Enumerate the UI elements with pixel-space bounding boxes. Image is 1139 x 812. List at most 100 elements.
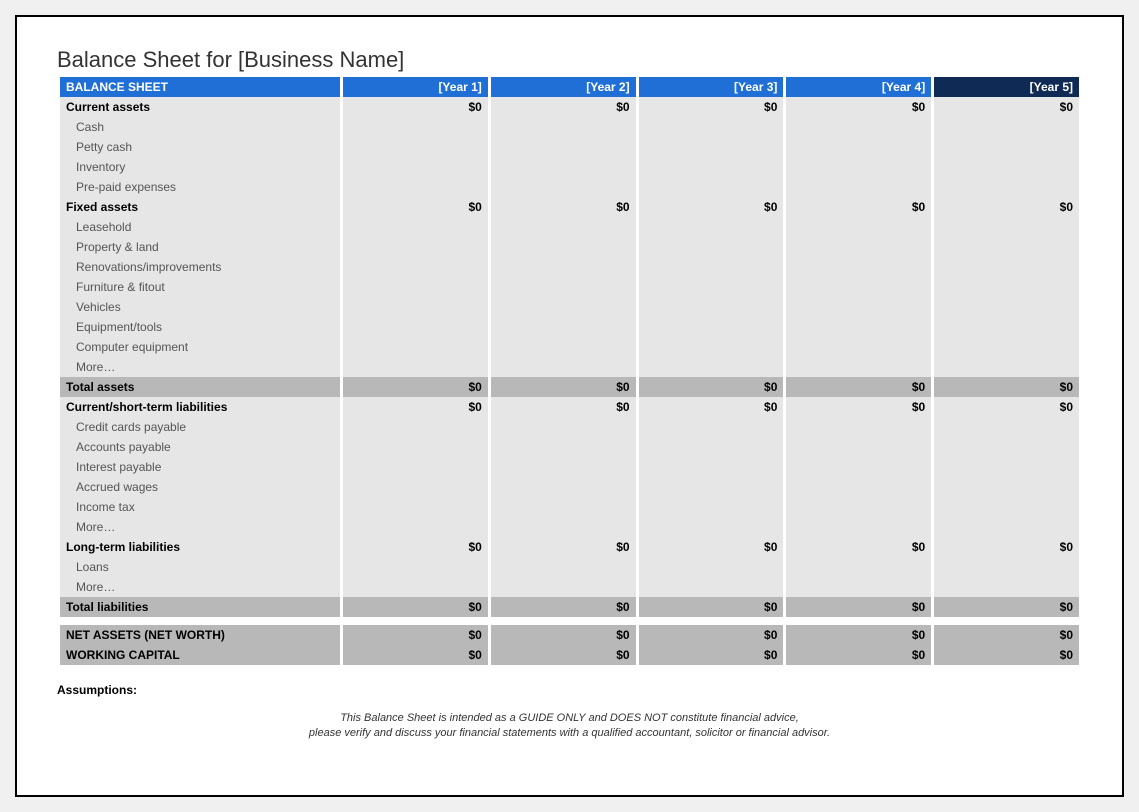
row-label: Long-term liabilities (60, 537, 340, 557)
row-value (491, 577, 636, 597)
row-label: Accounts payable (60, 437, 340, 457)
table-row: Renovations/improvements (60, 257, 1079, 277)
row-label: Credit cards payable (60, 417, 340, 437)
row-value (786, 497, 931, 517)
row-value (786, 117, 931, 137)
row-value (786, 357, 931, 377)
table-row: Property & land (60, 237, 1079, 257)
row-value (491, 557, 636, 577)
row-value (491, 497, 636, 517)
row-value (639, 437, 784, 457)
row-value (934, 177, 1079, 197)
row-value: $0 (343, 537, 488, 557)
row-label: NET ASSETS (NET WORTH) (60, 625, 340, 645)
row-value (934, 297, 1079, 317)
row-value (934, 157, 1079, 177)
table-row: Computer equipment (60, 337, 1079, 357)
row-value (491, 417, 636, 437)
row-value (639, 257, 784, 277)
row-value (934, 517, 1079, 537)
row-label: Interest payable (60, 457, 340, 477)
row-value (491, 457, 636, 477)
row-value: $0 (786, 197, 931, 217)
row-value (639, 357, 784, 377)
row-value: $0 (491, 625, 636, 645)
row-value (786, 217, 931, 237)
row-value (491, 117, 636, 137)
row-value (343, 357, 488, 377)
row-value: $0 (639, 197, 784, 217)
row-value (934, 317, 1079, 337)
row-value (786, 517, 931, 537)
row-label: Furniture & fitout (60, 277, 340, 297)
row-value (491, 337, 636, 357)
row-value (639, 477, 784, 497)
table-row: More… (60, 517, 1079, 537)
table-row: Interest payable (60, 457, 1079, 477)
row-value (934, 477, 1079, 497)
row-value (786, 157, 931, 177)
row-value (343, 457, 488, 477)
table-row: Loans (60, 557, 1079, 577)
row-value: $0 (343, 97, 488, 117)
table-row: Cash (60, 117, 1079, 137)
row-label: Current assets (60, 97, 340, 117)
page-title: Balance Sheet for [Business Name] (57, 47, 1082, 73)
row-value (934, 497, 1079, 517)
table-row: NET ASSETS (NET WORTH)$0$0$0$0$0 (60, 625, 1079, 645)
row-value: $0 (934, 597, 1079, 617)
row-value: $0 (934, 645, 1079, 665)
row-value (343, 137, 488, 157)
row-value (639, 237, 784, 257)
row-value (639, 297, 784, 317)
row-value (786, 317, 931, 337)
row-value: $0 (343, 597, 488, 617)
row-value (786, 477, 931, 497)
row-label: More… (60, 357, 340, 377)
row-label: Fixed assets (60, 197, 340, 217)
row-value: $0 (786, 597, 931, 617)
row-value: $0 (491, 645, 636, 665)
row-value (639, 177, 784, 197)
balance-sheet-page: Balance Sheet for [Business Name] BALANC… (15, 15, 1124, 797)
row-value (934, 137, 1079, 157)
row-value: $0 (491, 197, 636, 217)
row-label: Pre-paid expenses (60, 177, 340, 197)
row-value: $0 (786, 397, 931, 417)
table-row: Accounts payable (60, 437, 1079, 457)
assumptions-label: Assumptions: (57, 683, 1082, 697)
table-row: Current/short-term liabilities$0$0$0$0$0 (60, 397, 1079, 417)
table-row: Petty cash (60, 137, 1079, 157)
row-value (639, 117, 784, 137)
row-value (786, 137, 931, 157)
row-value (343, 437, 488, 457)
row-value (491, 477, 636, 497)
header-year-3: [Year 3] (639, 77, 784, 97)
row-value (343, 177, 488, 197)
row-label: Equipment/tools (60, 317, 340, 337)
row-label: Income tax (60, 497, 340, 517)
balance-sheet-table: BALANCE SHEET [Year 1] [Year 2] [Year 3]… (57, 77, 1082, 665)
row-label: Computer equipment (60, 337, 340, 357)
row-value (491, 277, 636, 297)
row-value (343, 577, 488, 597)
table-row: Vehicles (60, 297, 1079, 317)
row-value: $0 (343, 397, 488, 417)
row-value (934, 117, 1079, 137)
table-row: Furniture & fitout (60, 277, 1079, 297)
row-value: $0 (639, 597, 784, 617)
header-year-1: [Year 1] (343, 77, 488, 97)
row-value (639, 277, 784, 297)
row-label: Total liabilities (60, 597, 340, 617)
row-value: $0 (639, 625, 784, 645)
row-label: Inventory (60, 157, 340, 177)
row-value (934, 257, 1079, 277)
row-label: More… (60, 517, 340, 537)
row-value (491, 237, 636, 257)
row-value (491, 517, 636, 537)
row-value (343, 477, 488, 497)
row-value (343, 157, 488, 177)
row-value: $0 (786, 97, 931, 117)
row-value: $0 (639, 97, 784, 117)
row-value: $0 (934, 97, 1079, 117)
